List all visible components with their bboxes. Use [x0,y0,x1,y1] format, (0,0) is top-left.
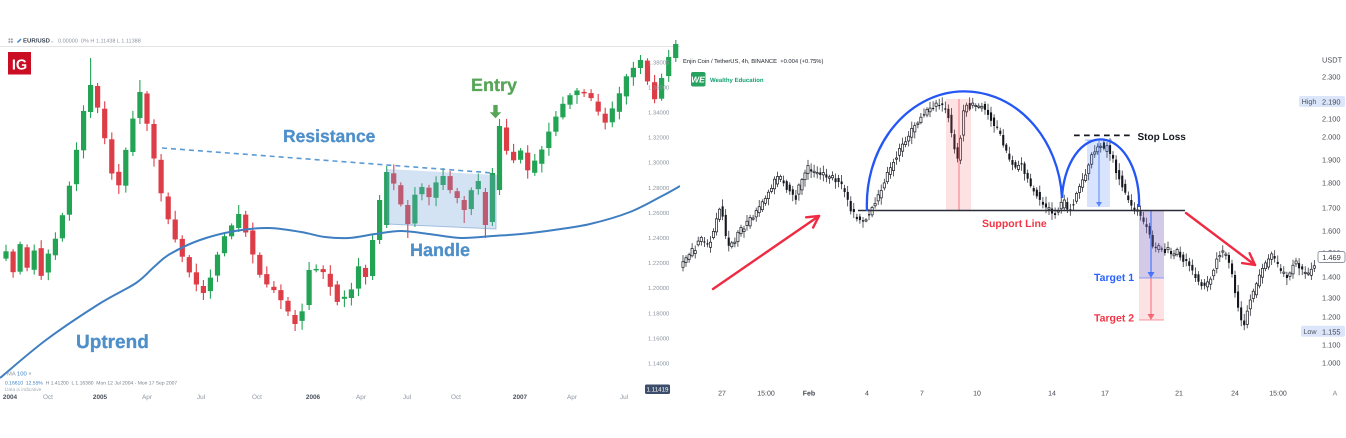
svg-text:17: 17 [1101,391,1109,398]
svg-text:MA 100 ×: MA 100 × [7,371,32,378]
svg-text:0.00000 0% H 1.11438 L 1.1138: 0.00000 0% H 1.11438 L 1.11388 [58,39,141,45]
svg-text:Wealthy Education: Wealthy Education [710,77,764,84]
svg-text:Resistance: Resistance [283,126,376,146]
svg-text:1.600: 1.600 [1322,227,1341,236]
svg-text:Jul: Jul [620,394,628,401]
svg-text:1.900: 1.900 [1322,156,1341,165]
svg-text:15:00: 15:00 [1269,391,1287,398]
svg-text:21: 21 [1175,391,1183,398]
svg-text:24: 24 [1231,391,1239,398]
svg-text:2.300: 2.300 [1322,73,1341,82]
svg-text:Jul: Jul [403,394,411,401]
svg-text:1.155: 1.155 [1322,327,1341,336]
svg-text:Handle: Handle [410,240,470,260]
svg-text:Oct: Oct [43,394,53,401]
svg-text:1.200: 1.200 [1322,313,1341,322]
svg-text:1.18000: 1.18000 [648,310,670,317]
svg-text:Target 2: Target 2 [1094,313,1134,325]
svg-text:1.20000: 1.20000 [648,285,670,292]
svg-text:1.26000: 1.26000 [648,210,670,217]
svg-text:Data is indicative: Data is indicative [5,387,42,393]
svg-text:Uptrend: Uptrend [76,332,149,353]
svg-text:1.14000: 1.14000 [648,361,670,368]
svg-text:1.400: 1.400 [1322,273,1341,282]
svg-text:⌄: ⌄ [50,39,55,45]
svg-text:Low: Low [1303,327,1317,336]
svg-text:1.469: 1.469 [1322,253,1341,262]
svg-text:1.700: 1.700 [1322,204,1341,213]
svg-text:27: 27 [718,391,726,398]
svg-text:EUR/USD: EUR/USD [23,38,51,45]
svg-text:2004: 2004 [3,394,18,401]
svg-text:Apr: Apr [356,394,367,401]
svg-text:1.800: 1.800 [1322,179,1341,188]
svg-text:1.36000: 1.36000 [648,84,670,91]
svg-text:WE: WE [691,75,705,85]
svg-text:Apr: Apr [567,394,578,401]
svg-text:2.190: 2.190 [1322,97,1341,106]
svg-text:1.38000: 1.38000 [648,59,670,66]
svg-text:0.16610 12.55% H 1.41200 L: 0.16610 12.55% H 1.41200 L 1.16380 Mon 1… [5,381,177,387]
svg-text:1.300: 1.300 [1322,294,1341,303]
svg-text:1.34000: 1.34000 [648,110,670,117]
svg-text:1.16000: 1.16000 [648,335,670,342]
svg-text:1.22000: 1.22000 [648,260,670,267]
svg-text:1.32000: 1.32000 [648,135,670,142]
svg-text:1.100: 1.100 [1322,341,1341,350]
svg-text:Apr: Apr [142,394,153,401]
svg-text:7: 7 [920,391,924,398]
svg-text:Oct: Oct [451,394,461,401]
svg-text:IG: IG [12,58,27,74]
svg-text:2.100: 2.100 [1322,115,1341,124]
svg-text:1.28000: 1.28000 [648,185,670,192]
svg-text:Stop Loss: Stop Loss [1138,132,1187,143]
svg-text:10: 10 [973,391,981,398]
svg-text:Oct: Oct [252,394,262,401]
svg-text:2005: 2005 [93,394,108,401]
svg-text:1.11419: 1.11419 [647,387,669,394]
svg-text:Feb: Feb [803,390,815,398]
svg-text:1.30000: 1.30000 [648,160,670,167]
svg-text:2.000: 2.000 [1322,133,1341,142]
svg-text:4: 4 [865,391,869,398]
svg-text:A: A [1333,391,1338,398]
svg-text:1.000: 1.000 [1322,359,1341,368]
svg-text:2007: 2007 [513,394,528,401]
svg-text:Target 1: Target 1 [1094,272,1134,284]
svg-text:Support Line: Support Line [982,218,1047,230]
svg-text:Enjin Coin / TetherUS, 4h, BIN: Enjin Coin / TetherUS, 4h, BINANCE +0.00… [683,58,823,65]
svg-text:14: 14 [1048,391,1056,398]
svg-text:Entry: Entry [471,75,517,95]
svg-text:15:00: 15:00 [757,391,775,398]
svg-text:High: High [1302,97,1317,106]
svg-text:2006: 2006 [306,394,321,401]
svg-text:USDT: USDT [1322,56,1343,65]
svg-text:Jul: Jul [197,394,205,401]
svg-text:1.24000: 1.24000 [648,235,670,242]
